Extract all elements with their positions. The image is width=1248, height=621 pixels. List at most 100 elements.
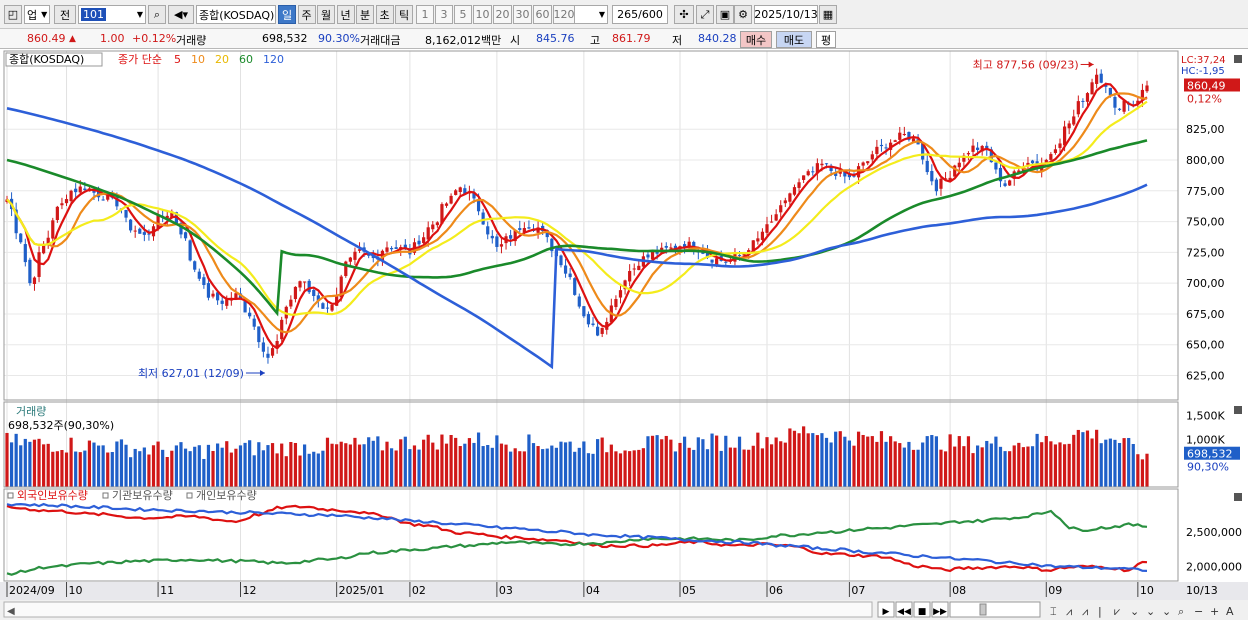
interval-button-1[interactable]: 1 [416, 5, 434, 24]
volume-bar [962, 446, 966, 487]
volume-bar [834, 431, 838, 487]
scroll-left-icon[interactable]: ◀ [7, 606, 15, 617]
x-tick-label: 03 [499, 584, 513, 597]
nav-button-3[interactable] [931, 601, 949, 618]
tab-period-0[interactable]: 일 [278, 5, 296, 24]
chevron-down-icon: ▼ [598, 10, 605, 19]
speaker-icon[interactable]: ◀▾ [168, 5, 194, 24]
tool-icon-11[interactable]: A [1226, 605, 1234, 618]
tool-icon-9[interactable]: − [1194, 605, 1203, 618]
volume-bar [1104, 439, 1108, 487]
gear-icon[interactable]: ⚙ [734, 5, 752, 24]
holding-legend: 외국인보유수량 기관보유수량 개인보유수량 [7, 489, 257, 502]
tool-icon-0[interactable]: ⌶ [1050, 605, 1057, 618]
volume-bar [325, 437, 330, 487]
volume-bar [357, 444, 362, 487]
scrollbar-track[interactable] [3, 601, 873, 618]
tool-icon-7[interactable]: ⌄ [1162, 605, 1171, 618]
zoom-slider[interactable] [949, 601, 1041, 618]
volume-bar [733, 447, 737, 487]
candle-body [321, 303, 325, 309]
candle-body [1003, 183, 1007, 186]
last-volume-box [1184, 446, 1240, 460]
volume-bar [847, 440, 852, 487]
code-input[interactable]: 101 ▼ [78, 5, 146, 24]
candle-body [193, 261, 197, 270]
volume-bar [302, 444, 307, 487]
buy-button[interactable]: 매수 [740, 31, 772, 48]
volume-bar [861, 434, 865, 487]
tab-period-1[interactable]: 주 [297, 5, 316, 24]
tool-icon-10[interactable]: + [1210, 605, 1219, 618]
volume-bar [23, 438, 27, 487]
candle-body [628, 271, 632, 282]
calendar-icon[interactable]: ▦ [819, 5, 837, 24]
tool-icon-4[interactable]: ⩗ [1114, 605, 1121, 618]
tab-period-6[interactable]: 틱 [395, 5, 413, 24]
close-icon[interactable] [1234, 55, 1242, 63]
sell-button[interactable]: 매도 [776, 31, 812, 48]
y-tick-label: 650,00 [1186, 339, 1225, 352]
interval-button-30[interactable]: 30 [513, 5, 532, 24]
volume-bar [96, 445, 101, 487]
price: 860.49 [27, 32, 66, 45]
volume-bar [930, 435, 934, 487]
nav-button-0[interactable] [877, 601, 895, 618]
search-icon[interactable]: ⌕ [148, 5, 166, 24]
volume-tick-label: 1,500K [1186, 410, 1225, 423]
y-axis-ticks: 825,00 800,00 775,00 750,00 725,00 700,00 675,… [1186, 123, 1225, 382]
tool-icon-2[interactable]: ⩘ [1082, 605, 1088, 618]
x-tick-label: 11 [160, 584, 174, 597]
candle-body [852, 175, 856, 177]
candle-body [1104, 83, 1108, 87]
volume-bar [779, 441, 783, 487]
interval-button-20[interactable]: 20 [493, 5, 512, 24]
candle-body [389, 247, 394, 250]
volume-bar [106, 452, 110, 487]
volume-bar [971, 453, 975, 487]
interval-button-120[interactable]: 120 [553, 5, 575, 24]
tab-period-5[interactable]: 초 [375, 5, 394, 24]
volume-bar [5, 432, 9, 487]
candle-body [843, 171, 847, 177]
tool-icon-5[interactable]: ⌄ [1130, 605, 1139, 618]
save-icon[interactable]: ▣ [716, 5, 734, 24]
zoom-handle[interactable] [979, 603, 987, 616]
tool-icon-6[interactable]: ⌄ [1146, 605, 1155, 618]
interval-button-3[interactable]: 3 [435, 5, 453, 24]
crosshair-icon[interactable]: ✣ [674, 5, 694, 24]
volume-bar [701, 439, 705, 487]
close-icon[interactable] [1234, 493, 1242, 501]
x-tick-label: 12 [242, 584, 256, 597]
tab-period-3[interactable]: 년 [336, 5, 355, 24]
interval-button-5[interactable]: 5 [454, 5, 472, 24]
volume-bar [216, 443, 220, 487]
candle-body [664, 245, 668, 248]
candle-body [298, 281, 302, 288]
eval-button[interactable]: 평 [816, 31, 836, 48]
interval-button-10[interactable]: 10 [473, 5, 492, 24]
volume-bar [380, 450, 385, 487]
tool-icon-3[interactable]: | [1098, 605, 1102, 618]
prev-button[interactable]: 전 [54, 5, 76, 24]
nav-controls[interactable]: ◀ ▶ ◀◀ ■ ▶▶ ⌶ ⩘ ⩘ | ⩗ ⌄ ⌄ ⌄ ⌕ − + A [0, 600, 1248, 620]
tool-icon-1[interactable]: ⩘ [1066, 605, 1072, 618]
tab-period-2[interactable]: 월 [317, 5, 335, 24]
market-select[interactable]: 업 ▼ [24, 5, 50, 24]
volume-bar [129, 457, 133, 487]
draw-icon[interactable]: ⤢ [696, 5, 714, 24]
nav-button-1[interactable] [895, 601, 913, 618]
nav-button-glyph: ▶ [883, 607, 890, 617]
candle-body [458, 187, 462, 193]
close-icon[interactable] [1234, 406, 1242, 414]
chart-menu-icon[interactable]: ◰ [4, 5, 22, 24]
interval-button-60[interactable]: 60 [533, 5, 552, 24]
candles [5, 68, 1149, 364]
date-input[interactable]: 2025/10/13 [754, 5, 818, 24]
range-select[interactable]: ▼ [572, 5, 608, 24]
nav-button-2[interactable] [913, 601, 931, 618]
tab-period-4[interactable]: 분 [356, 5, 374, 24]
volume-bar [74, 451, 78, 487]
tool-icon-8[interactable]: ⌕ [1178, 605, 1184, 618]
